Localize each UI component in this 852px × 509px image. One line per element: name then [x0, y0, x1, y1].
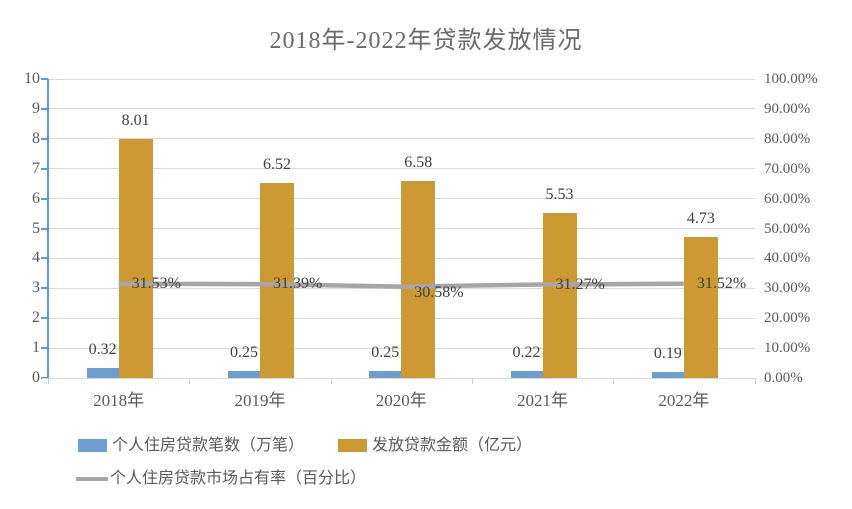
- left-axis-tick-label: 1: [32, 339, 40, 357]
- x-axis-tick: [754, 378, 756, 384]
- gridline: [48, 108, 755, 110]
- right-axis-tick-label: 30.00%: [764, 280, 811, 297]
- gridline: [48, 78, 755, 80]
- loan-amount-data-label: 6.58: [404, 154, 433, 172]
- left-axis-tick-label: 8: [32, 129, 40, 147]
- left-axis-tick-label: 2: [32, 309, 40, 327]
- left-axis-tick-label: 6: [32, 189, 40, 207]
- loan-count-data-label: 0.22: [512, 344, 541, 362]
- left-axis-tick-label: 3: [32, 279, 40, 297]
- x-axis-tick: [48, 378, 49, 384]
- left-axis-tick: [41, 227, 48, 230]
- x-axis-tick: [189, 378, 191, 384]
- bar-loan-count: [510, 371, 543, 378]
- legend-label-loan-amount: 发放贷款金额（亿元）: [372, 437, 533, 454]
- right-axis-tick-label: 50.00%: [764, 220, 811, 237]
- loan-amount-data-label: 6.52: [262, 156, 291, 174]
- y-axis-line: [47, 79, 49, 378]
- x-axis-category-label: 2020年: [375, 391, 427, 410]
- left-axis-tick-label: 10: [24, 70, 40, 87]
- loan-count-data-label: 0.25: [229, 343, 258, 361]
- left-axis-tick: [41, 167, 48, 170]
- legend-label-loan-count: 个人住房贷款笔数（万笔）: [112, 437, 305, 454]
- loan-count-data-label: 0.19: [653, 345, 682, 363]
- legend-swatch-blue-bar: [78, 439, 107, 452]
- left-axis-tick: [41, 197, 48, 200]
- right-axis-tick-label: 80.00%: [764, 130, 811, 147]
- x-axis-tick: [613, 378, 615, 384]
- x-axis-category-label: 2019年: [234, 391, 286, 410]
- legend-label-market-share: 个人住房贷款市场占有率（百分比）: [110, 470, 367, 487]
- gridline: [48, 168, 755, 170]
- left-axis-tick: [41, 257, 48, 260]
- right-axis-tick-label: 0.00%: [764, 370, 803, 386]
- loan-count-data-label: 0.25: [371, 343, 400, 361]
- bar-loan-count: [651, 372, 684, 378]
- market-share-data-label: 31.27%: [555, 275, 605, 293]
- bar-loan-count: [369, 370, 402, 378]
- right-axis-tick-label: 60.00%: [764, 190, 811, 207]
- loan-amount-data-label: 8.01: [121, 111, 150, 129]
- left-axis-tick: [41, 107, 48, 110]
- bar-loan-amount: [542, 212, 577, 378]
- loan-amount-data-label: 5.53: [545, 185, 574, 203]
- legend-swatch-gray-line: [76, 477, 108, 481]
- gridline: [48, 138, 755, 140]
- left-axis-tick: [41, 317, 48, 320]
- chart-title: 2018年-2022年贷款发放情况: [269, 28, 583, 54]
- bar-loan-amount: [118, 138, 153, 378]
- market-share-data-label: 31.39%: [272, 275, 323, 293]
- bar-loan-amount: [259, 183, 294, 378]
- market-share-data-label: 31.52%: [696, 274, 747, 292]
- bar-loan-count: [227, 370, 260, 378]
- left-axis-tick-label: 4: [32, 249, 40, 267]
- left-axis-tick-label: 5: [32, 219, 40, 237]
- market-share-data-label: 30.58%: [414, 283, 464, 301]
- right-axis-tick-label: 40.00%: [764, 250, 811, 267]
- bar-loan-count: [86, 368, 119, 378]
- bar-loan-amount: [401, 181, 436, 378]
- left-axis-tick: [41, 287, 48, 290]
- loan-count-data-label: 0.32: [88, 341, 117, 359]
- legend-swatch-gold-bar: [338, 439, 367, 452]
- left-axis-tick-label: 7: [32, 159, 40, 177]
- left-axis-tick: [41, 78, 48, 80]
- left-axis-tick: [41, 137, 48, 140]
- right-axis-tick-label: 90.00%: [764, 100, 811, 117]
- right-axis-tick-label: 20.00%: [764, 310, 811, 327]
- right-axis-tick-label: 100.00%: [764, 71, 818, 87]
- loan-amount-data-label: 4.73: [686, 209, 715, 227]
- left-axis-tick-label: 0: [32, 369, 40, 386]
- right-axis-tick-label: 70.00%: [764, 160, 811, 177]
- bar-loan-amount: [683, 236, 718, 378]
- x-axis-category-label: 2018年: [93, 391, 145, 410]
- x-axis-line: [42, 377, 755, 379]
- x-axis-category-label: 2022年: [658, 391, 710, 410]
- x-axis-category-label: 2021年: [517, 391, 569, 410]
- market-share-data-label: 31.53%: [131, 274, 181, 292]
- x-axis-tick: [471, 378, 473, 384]
- left-axis-tick-label: 9: [32, 99, 40, 117]
- x-axis-tick: [330, 378, 332, 384]
- right-axis-tick-label: 10.00%: [764, 340, 811, 357]
- left-axis-tick: [41, 347, 48, 350]
